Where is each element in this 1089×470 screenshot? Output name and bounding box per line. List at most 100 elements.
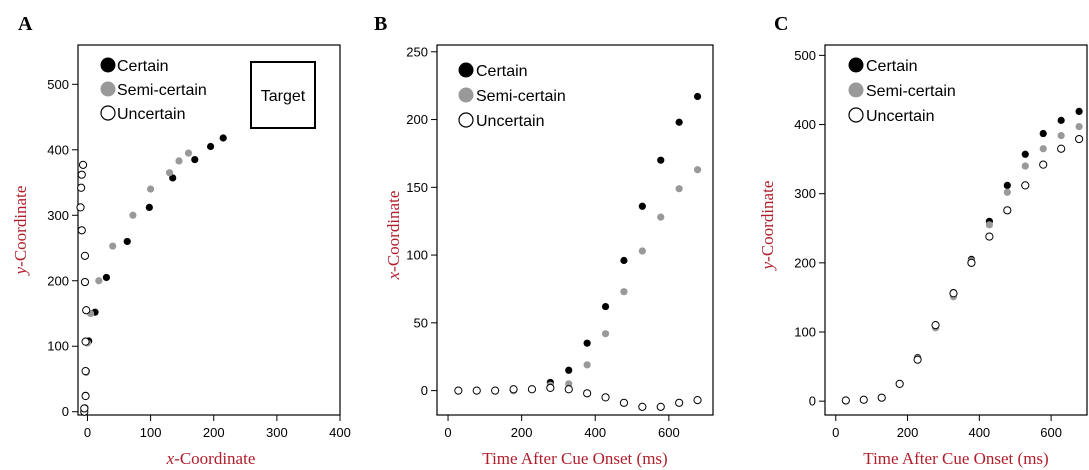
y-axis-title-b: x-Coordinate	[384, 191, 403, 281]
legend-label-semi-certain: Semi-certain	[476, 88, 566, 105]
point-uncertain	[656, 402, 665, 411]
y-axis-title-a: y-Coordinate	[11, 186, 30, 277]
point-uncertain	[967, 258, 976, 267]
legend-marker-uncertain	[848, 107, 864, 123]
legend-marker-semi-certain	[848, 82, 864, 98]
panel-c: C 0 200 400 600 0 100 200 300 400 500 Certain Sem…	[758, 13, 1088, 468]
x-axis-title-b: Time After Cue Onset (ms)	[482, 449, 667, 468]
x-tick-label: 200	[203, 425, 225, 440]
point-uncertain	[491, 386, 500, 395]
target-box: Target	[250, 61, 316, 129]
point-uncertain	[1057, 144, 1066, 153]
y-axis-title-b-rest: -Coordinate	[384, 191, 403, 272]
x-tick-label: 0	[832, 425, 839, 440]
marks-a	[76, 134, 227, 416]
point-certain	[620, 256, 628, 265]
point-uncertain	[527, 385, 537, 394]
point-certain	[601, 302, 610, 311]
point-certain	[1003, 181, 1011, 189]
point-uncertain	[1021, 181, 1030, 190]
point-uncertain	[78, 160, 88, 169]
legend-label-uncertain: Uncertain	[476, 113, 544, 130]
point-uncertain	[546, 383, 555, 392]
point-certain	[638, 202, 646, 210]
y-tick-label: 500	[794, 48, 816, 63]
point-semi-certain	[693, 166, 702, 174]
point-certain	[675, 118, 683, 126]
point-semi-certain	[675, 185, 683, 193]
y-axis-title-a-rest: -Coordinate	[11, 186, 30, 267]
point-certain	[102, 273, 111, 282]
legend-b: Certain Semi-certain Uncertain	[458, 62, 566, 130]
point-uncertain	[913, 355, 922, 364]
y-tick-label: 300	[47, 208, 69, 223]
point-uncertain	[895, 379, 904, 388]
point-certain	[191, 156, 199, 164]
point-uncertain	[564, 385, 573, 394]
y-axis-title-c: y-Coordinate	[758, 181, 777, 272]
point-uncertain	[454, 386, 463, 395]
y-tick-label: 100	[406, 248, 428, 263]
point-uncertain	[1039, 160, 1048, 169]
point-uncertain	[80, 277, 90, 287]
y-tick-label: 200	[794, 255, 816, 270]
legend-label-uncertain: Uncertain	[117, 106, 185, 123]
panel-b: B 0 200 400 600 0 50 100 150 200 250 Certain Semi…	[374, 13, 714, 468]
axes-b: 0 200 400 600 0 50 100 150 200 250	[406, 44, 679, 440]
point-uncertain	[985, 232, 994, 241]
y-tick-label: 400	[794, 117, 816, 132]
x-axis-title-a: x-Coordinate	[166, 449, 256, 468]
legend-label-certain: Certain	[866, 58, 918, 75]
point-uncertain	[638, 402, 647, 411]
point-semi-certain	[1075, 123, 1083, 131]
plot-frame-b	[436, 44, 714, 416]
legend-marker-uncertain	[100, 105, 116, 121]
point-semi-certain	[129, 211, 137, 219]
legend-marker-certain	[458, 62, 474, 78]
x-tick-label: 200	[897, 425, 919, 440]
x-tick-label: 400	[968, 425, 990, 440]
legend-label-semi-certain: Semi-certain	[866, 83, 956, 100]
legend-marker-semi-certain	[458, 87, 474, 103]
point-uncertain	[472, 386, 481, 395]
x-tick-label: 0	[84, 425, 91, 440]
point-uncertain	[1075, 134, 1084, 144]
point-semi-certain	[1057, 131, 1065, 140]
y-tick-label: 0	[62, 404, 69, 419]
point-uncertain	[675, 398, 684, 407]
point-certain	[219, 134, 227, 142]
target-rect	[250, 61, 316, 129]
x-tick-label: 0	[444, 425, 451, 440]
y-tick-label: 200	[47, 273, 69, 288]
y-axis-title-a-italic: y	[11, 266, 30, 276]
target-label: Target	[261, 88, 306, 105]
point-certain	[1021, 150, 1029, 158]
panel-letter-c: C	[774, 13, 788, 35]
plot-frame-c	[824, 44, 1088, 416]
point-certain	[693, 92, 702, 101]
point-semi-certain	[165, 169, 174, 177]
point-semi-certain	[985, 221, 993, 229]
point-semi-certain	[147, 185, 155, 193]
point-uncertain	[931, 320, 940, 330]
point-semi-certain	[583, 361, 591, 369]
y-tick-label: 300	[794, 186, 816, 201]
x-tick-label: 400	[584, 425, 606, 440]
point-certain	[657, 156, 665, 164]
point-uncertain	[877, 393, 886, 402]
legend-label-uncertain: Uncertain	[866, 108, 934, 125]
legend-marker-certain	[848, 57, 864, 73]
legend-label-certain: Certain	[117, 58, 169, 75]
point-certain	[206, 142, 215, 151]
point-semi-certain	[1003, 188, 1011, 196]
point-uncertain	[82, 306, 91, 315]
x-axis-title-c: Time After Cue Onset (ms)	[863, 449, 1048, 468]
y-tick-label: 400	[47, 142, 69, 157]
point-uncertain	[76, 203, 85, 212]
y-tick-label: 200	[406, 112, 428, 127]
legend-marker-uncertain	[458, 112, 474, 128]
y-tick-label: 500	[47, 77, 69, 92]
y-tick-label: 150	[406, 180, 428, 195]
panel-a: A 0 100 200 300 400 0 100 200 300 400 500 Certain …	[11, 13, 351, 468]
point-certain	[1057, 116, 1065, 124]
